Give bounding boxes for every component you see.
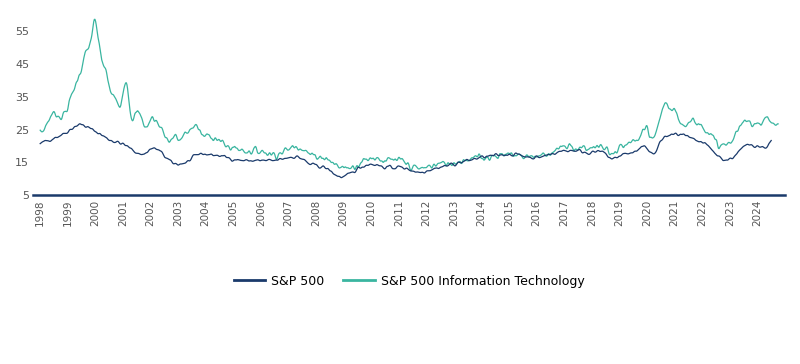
Legend: S&P 500, S&P 500 Information Technology: S&P 500, S&P 500 Information Technology — [229, 270, 590, 293]
